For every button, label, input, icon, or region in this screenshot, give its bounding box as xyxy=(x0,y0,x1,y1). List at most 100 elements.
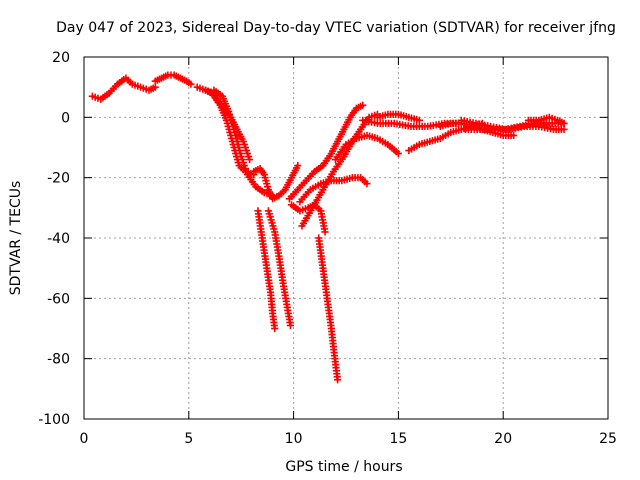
data-point-marker xyxy=(134,82,142,90)
data-series xyxy=(524,113,568,127)
data-point-marker xyxy=(301,205,310,213)
chart-title: Day 047 of 2023, Sidereal Day-to-day VTE… xyxy=(56,20,616,36)
x-axis-label: GPS time / hours xyxy=(285,459,402,475)
data-point-marker xyxy=(240,140,248,149)
data-point-marker xyxy=(229,122,237,130)
data-point-marker xyxy=(151,83,159,91)
data-series xyxy=(250,162,302,203)
data-point-marker xyxy=(237,152,245,161)
data-point-marker xyxy=(238,155,246,164)
data-series xyxy=(331,131,403,164)
data-point-marker xyxy=(299,206,307,214)
tick-layer: 0 5 10 15 20 25 20 0 -20 -40 -60 -80 -100 xyxy=(38,50,617,447)
data-point-marker xyxy=(363,180,371,188)
data-point-marker xyxy=(262,177,270,185)
data-point-marker xyxy=(225,110,234,118)
data-series xyxy=(88,74,159,103)
data-point-marker xyxy=(560,119,568,127)
data-point-marker xyxy=(267,216,275,224)
y-axis-label: SDTVAR / TECUs xyxy=(8,181,24,296)
data-series xyxy=(461,122,568,133)
data-point-marker xyxy=(204,87,212,95)
data-series xyxy=(254,207,279,333)
data-point-marker xyxy=(359,101,367,109)
data-point-marker xyxy=(510,131,518,140)
data-point-marker xyxy=(199,85,207,93)
data-point-marker xyxy=(268,219,276,227)
data-point-marker xyxy=(244,152,253,161)
y-tick-label: -100 xyxy=(38,412,70,428)
data-point-marker xyxy=(261,174,269,182)
data-point-marker xyxy=(294,162,302,170)
data-point-marker xyxy=(239,158,247,167)
data-point-marker xyxy=(260,171,268,179)
data-point-marker xyxy=(271,324,279,333)
data-point-marker xyxy=(128,80,136,88)
data-series xyxy=(296,174,371,206)
data-point-marker xyxy=(196,84,204,92)
data-point-marker xyxy=(228,119,236,127)
data-point-marker xyxy=(296,207,304,215)
data-point-marker xyxy=(131,81,139,89)
x-tick-label: 15 xyxy=(389,431,407,447)
data-series xyxy=(373,110,423,124)
data-series xyxy=(151,71,195,88)
data-point-marker xyxy=(139,84,147,92)
data-series xyxy=(264,207,295,330)
data-point-marker xyxy=(264,183,272,191)
data-point-marker xyxy=(394,149,403,158)
data-point-marker xyxy=(242,168,251,176)
data-point-marker xyxy=(88,92,96,100)
data-point-marker xyxy=(548,114,556,122)
x-tick-label: 5 xyxy=(184,431,193,447)
series-layer xyxy=(88,71,568,384)
data-point-marker xyxy=(241,165,249,173)
x-tick-label: 0 xyxy=(80,431,89,447)
y-tick-label: -20 xyxy=(47,171,70,187)
data-point-marker xyxy=(242,146,251,155)
data-point-marker xyxy=(264,207,273,215)
y-tick-label: -40 xyxy=(47,231,70,247)
data-point-marker xyxy=(263,180,271,188)
x-tick-label: 10 xyxy=(285,431,303,447)
data-series xyxy=(315,234,342,384)
data-point-marker xyxy=(245,155,254,164)
data-point-marker xyxy=(243,149,252,158)
data-point-marker xyxy=(415,116,423,124)
data-point-marker xyxy=(265,210,273,218)
grid-layer xyxy=(84,57,608,419)
data-point-marker xyxy=(551,115,559,123)
data-point-marker xyxy=(201,86,210,94)
data-point-marker xyxy=(334,376,342,384)
y-tick-label: -80 xyxy=(47,352,70,368)
data-point-marker xyxy=(266,213,274,221)
data-series xyxy=(201,86,258,179)
data-point-marker xyxy=(136,83,145,91)
data-point-marker xyxy=(286,321,295,330)
data-point-marker xyxy=(226,113,235,121)
data-series xyxy=(298,110,382,230)
data-point-marker xyxy=(240,162,248,170)
x-tick-label: 20 xyxy=(494,431,512,447)
data-point-marker xyxy=(560,125,568,133)
data-point-marker xyxy=(368,112,376,120)
data-point-marker xyxy=(239,137,247,146)
y-tick-label: 0 xyxy=(61,110,70,126)
data-point-marker xyxy=(269,222,277,230)
data-point-marker xyxy=(545,113,553,121)
data-point-marker xyxy=(227,116,235,124)
y-tick-label: -60 xyxy=(47,291,70,307)
data-point-marker xyxy=(230,125,238,133)
data-point-marker xyxy=(321,228,329,236)
y-tick-label: 20 xyxy=(52,50,70,66)
data-point-marker xyxy=(187,80,195,88)
data-point-marker xyxy=(241,143,249,152)
data-series xyxy=(285,101,367,203)
data-point-marker xyxy=(270,225,278,233)
x-tick-label: 25 xyxy=(599,431,617,447)
data-point-marker xyxy=(91,93,99,101)
data-point-marker xyxy=(225,107,233,115)
data-point-marker xyxy=(193,83,201,91)
